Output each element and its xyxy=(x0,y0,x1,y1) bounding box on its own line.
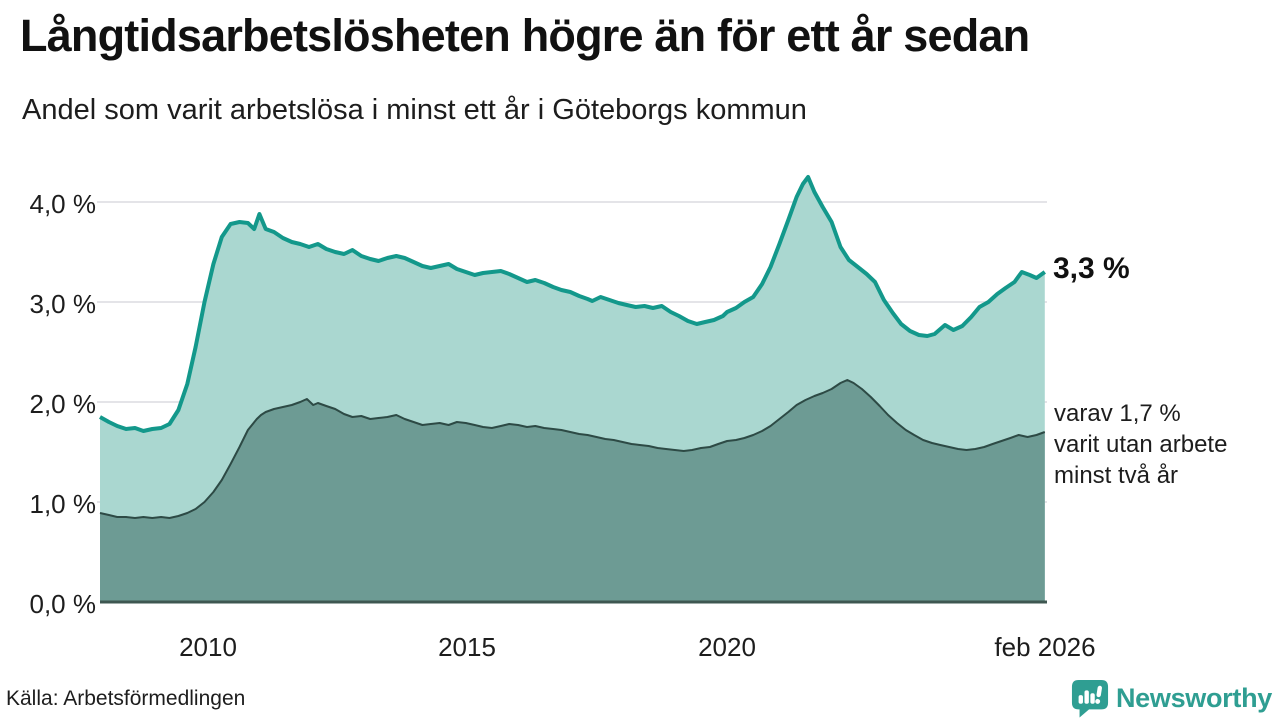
y-axis-tick-label: 2,0 % xyxy=(29,389,97,419)
x-axis-tick-label: 2020 xyxy=(698,632,756,662)
x-axis-tick-label: feb 2026 xyxy=(994,632,1096,662)
note-line: minst två år xyxy=(1054,462,1179,489)
brand-name: Newsworthy xyxy=(1115,683,1272,713)
note-line: varav 1,7 % xyxy=(1054,400,1181,427)
newsworthy-bubble-chart-icon xyxy=(1071,679,1109,718)
series-two-year-note: varav 1,7 % varit utan arbete minst två … xyxy=(1054,398,1227,491)
y-axis-tick-label: 4,0 % xyxy=(29,189,97,219)
newsworthy-logo[interactable]: Newsworthy xyxy=(1071,679,1272,718)
y-axis-tick-label: 0,0 % xyxy=(29,589,97,619)
page-title: Långtidsarbetslösheten högre än för ett … xyxy=(20,10,1030,61)
series-end-value-label: 3,3 % xyxy=(1053,252,1130,285)
x-axis-tick-label: 2010 xyxy=(179,632,237,662)
page-subtitle: Andel som varit arbetslösa i minst ett å… xyxy=(22,94,807,126)
source-note: Källa: Arbetsförmedlingen xyxy=(6,687,246,710)
y-axis-tick-label: 3,0 % xyxy=(29,289,97,319)
y-axis-tick-label: 1,0 % xyxy=(29,489,97,519)
x-axis-tick-label: 2015 xyxy=(438,632,496,662)
note-line: varit utan arbete xyxy=(1054,431,1228,458)
